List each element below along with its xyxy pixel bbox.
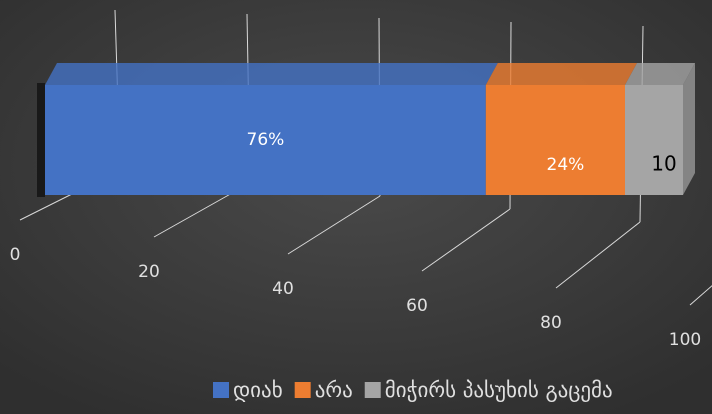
x-tick-label: 100 [669, 330, 701, 350]
x-tick-label: 20 [138, 262, 160, 282]
data-label: 24% [547, 155, 585, 175]
legend-swatch [294, 382, 311, 398]
grid-line [287, 195, 381, 255]
bar [485, 85, 625, 195]
bar [625, 85, 683, 195]
legend-label: დიახ [233, 378, 283, 402]
bar-top [625, 63, 695, 85]
bar-segment: 76% [45, 63, 498, 195]
x-tick-label: 40 [272, 279, 294, 299]
data-label: 76% [247, 130, 285, 150]
x-tick-label: 80 [540, 313, 562, 333]
bar-top [485, 63, 637, 85]
bar-segment: 24% [485, 63, 637, 195]
x-tick-label: 60 [406, 296, 428, 316]
bar-end [683, 63, 695, 195]
legend-swatch [213, 382, 229, 398]
data-label: 10 [651, 152, 676, 176]
legend-swatch [364, 382, 381, 398]
grid-line [421, 208, 511, 272]
grid-line [689, 285, 712, 306]
x-tick-label: 0 [10, 245, 21, 265]
grid-line [555, 221, 641, 289]
bar [45, 85, 486, 195]
legend-label: არა [315, 378, 353, 402]
bar-segment: 10 [625, 63, 695, 195]
bar-shadow [37, 83, 45, 197]
legend-label: მიჭირს პასუხის გაცემა [385, 378, 613, 402]
bar-top [45, 63, 498, 85]
